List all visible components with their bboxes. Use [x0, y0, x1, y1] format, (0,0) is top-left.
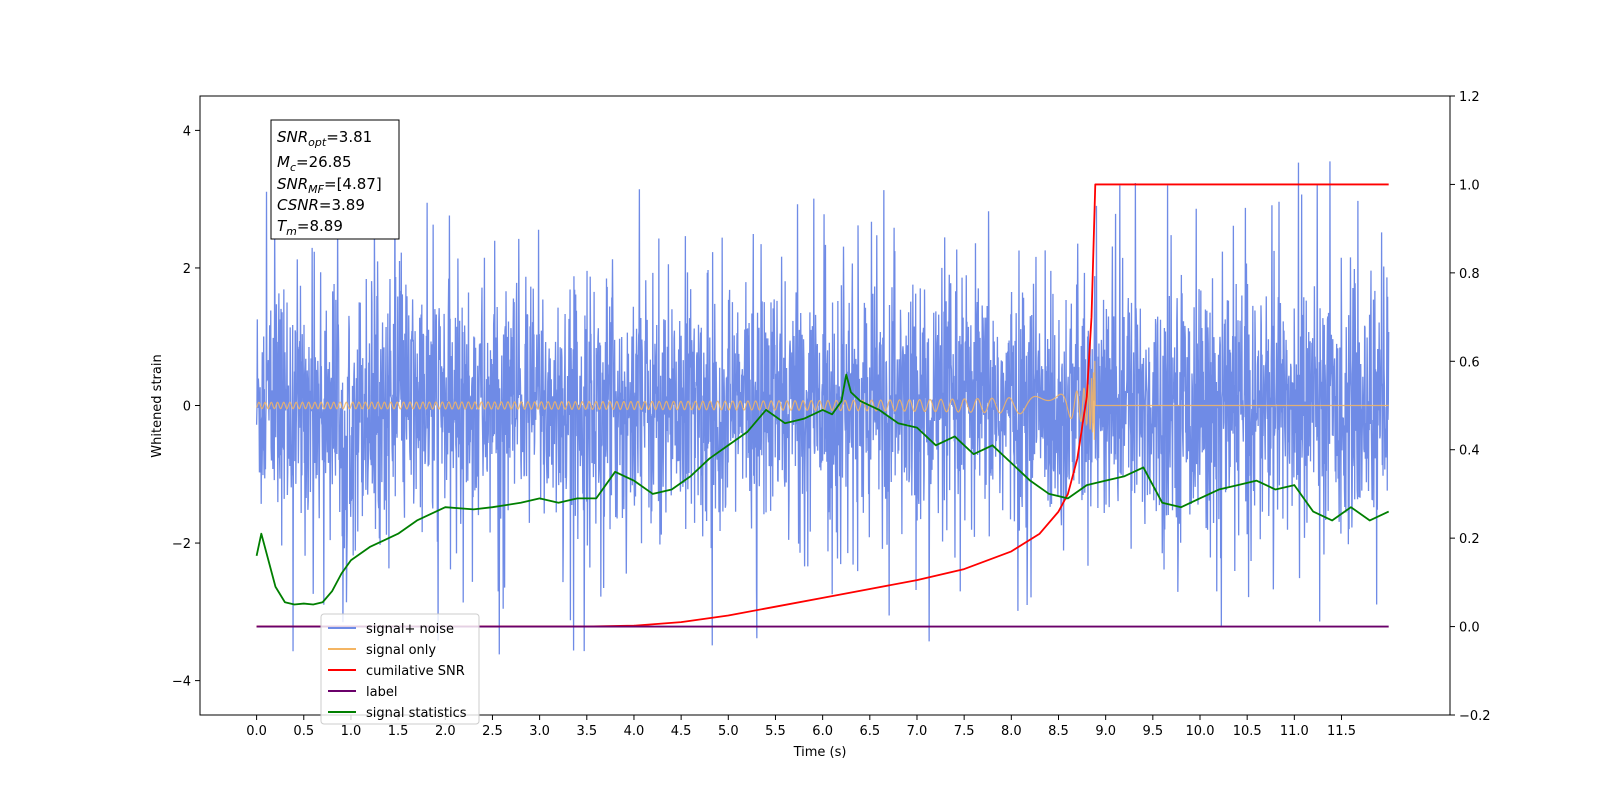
legend: signal+ noise signal only cumilative SNR la…	[320, 613, 480, 725]
info-line-csnr: CSNR=3.89	[277, 196, 365, 214]
x-tick-label: 6.0	[812, 724, 833, 739]
legend-label-signal-noise: signal+ noise	[366, 622, 454, 637]
x-tick-label: 6.5	[859, 724, 880, 739]
x-tick-label: 0.0	[246, 724, 267, 739]
x-tick-label: 9.0	[1095, 724, 1116, 739]
series-signal-only	[256, 360, 1389, 440]
x-tick-label: 1.0	[341, 724, 362, 739]
right-y-tick-label: 0.0	[1459, 621, 1480, 636]
x-tick-label: 3.0	[529, 724, 550, 739]
x-tick-label: 5.0	[718, 724, 739, 739]
info-line-m-c: Mc=26.85	[277, 153, 352, 174]
left-y-tick-label: 4	[183, 124, 191, 139]
right-y-tick-label: 0.4	[1459, 444, 1480, 459]
right-y-tick-label: 1.0	[1459, 178, 1480, 193]
x-axis-ticks: 0.0 0.5 1.0 1.5 2.0 2.5 3.0 3.5 4.0 4.5 5.0 5.5 6.0 6…	[246, 715, 1356, 739]
info-line-t-m: Tm=8.89	[277, 217, 343, 238]
left-y-tick-label: 2	[183, 262, 191, 277]
x-tick-label: 0.5	[293, 724, 314, 739]
info-box: SNRopt=3.81 Mc=26.85SNRMF=[4.87]CSNR=3.89…	[270, 119, 400, 240]
right-y-tick-label: −0.2	[1459, 709, 1491, 724]
info-line-snr-mf: SNRMF=[4.87]	[277, 175, 382, 196]
x-tick-label: 8.5	[1048, 724, 1069, 739]
x-tick-label: 4.5	[671, 724, 692, 739]
x-tick-label: 2.0	[435, 724, 456, 739]
left-y-axis-ticks: 4 2 0 −2 −4	[172, 124, 200, 690]
x-tick-label: 11.0	[1280, 724, 1309, 739]
x-tick-label: 2.5	[482, 724, 503, 739]
x-tick-label: 10.5	[1233, 724, 1262, 739]
x-tick-label: 7.5	[954, 724, 975, 739]
left-y-tick-label: −2	[172, 537, 191, 552]
x-tick-label: 8.0	[1001, 724, 1022, 739]
legend-label-label: label	[366, 685, 397, 700]
x-tick-label: 7.0	[907, 724, 928, 739]
x-axis-title: Time (s)	[793, 745, 847, 760]
series-signal-noise	[255, 160, 1390, 655]
legend-label-signal-statistics: signal statistics	[366, 706, 467, 721]
right-y-axis-ticks: 1.2 1.0 0.8 0.6 0.4 0.2 0.0 −0.2	[1450, 90, 1491, 724]
series-signal-statistics	[255, 373, 1390, 606]
info-box-frame	[270, 119, 400, 240]
x-tick-label: 9.5	[1142, 724, 1163, 739]
right-y-tick-label: 0.6	[1459, 355, 1480, 370]
right-y-tick-label: 0.8	[1459, 267, 1480, 282]
x-tick-label: 5.5	[765, 724, 786, 739]
x-tick-label: 1.5	[388, 724, 409, 739]
left-y-tick-label: 0	[183, 400, 191, 415]
series-cumilative-snr	[256, 183, 1389, 628]
legend-frame	[320, 613, 480, 725]
x-tick-label: 11.5	[1327, 724, 1356, 739]
y-axis-title: Whitened strain	[150, 354, 165, 457]
legend-label-signal-only: signal only	[366, 643, 436, 658]
x-tick-label: 10.0	[1186, 724, 1215, 739]
left-y-tick-label: −4	[172, 675, 191, 690]
right-y-tick-label: 1.2	[1459, 90, 1480, 105]
legend-label-cumilative-snr: cumilative SNR	[366, 664, 465, 679]
info-line-snr-opt: SNRopt=3.81	[277, 128, 372, 149]
x-tick-label: 4.0	[624, 724, 645, 739]
x-tick-label: 3.5	[576, 724, 597, 739]
right-y-tick-label: 0.2	[1459, 532, 1480, 547]
